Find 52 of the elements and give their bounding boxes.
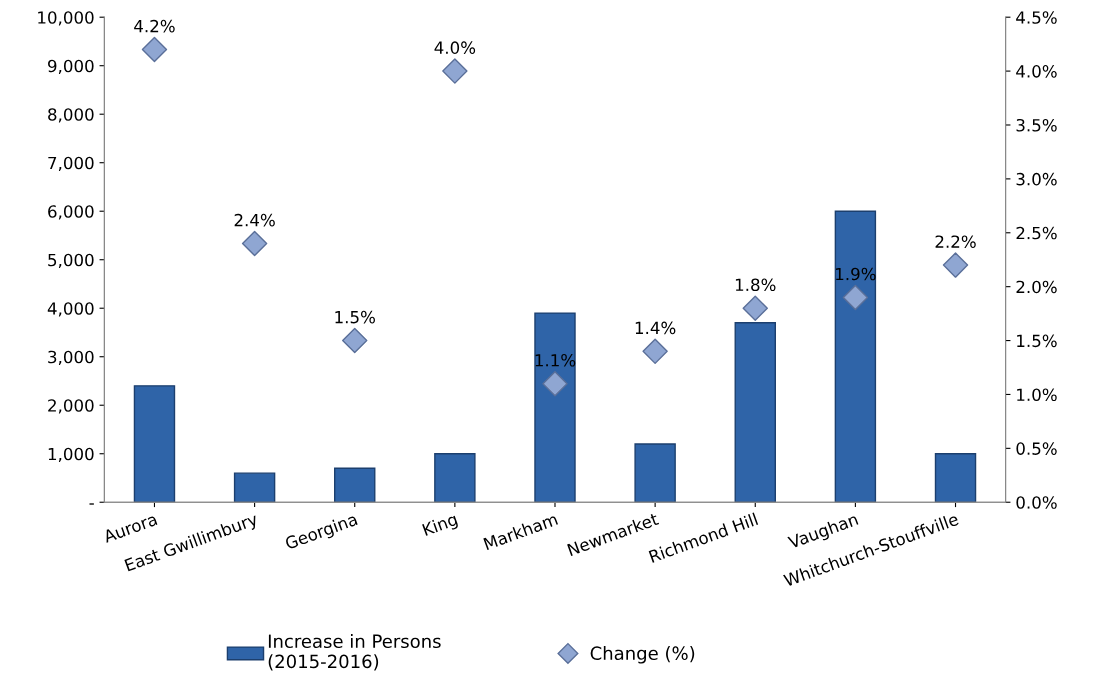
- data-label: 1.5%: [335, 310, 375, 324]
- bar: [334, 467, 376, 503]
- data-label: 2.4%: [234, 213, 275, 227]
- y-tick-label: 9,000: [48, 59, 94, 74]
- bar: [534, 312, 576, 503]
- y2-tick-label: 0.0%: [1016, 496, 1057, 509]
- y2-tick-label: 2.0%: [1016, 280, 1057, 294]
- y2-tick-label: 4.0%: [1016, 65, 1057, 78]
- y-tick-label: 10,000: [38, 11, 94, 26]
- bar: [734, 322, 776, 503]
- y2-tick-label: 1.0%: [1017, 388, 1057, 402]
- y-tick-label: 6,000: [48, 205, 94, 220]
- y-tick-label: -: [89, 503, 94, 505]
- y2-tick-label: 1.5%: [1017, 334, 1057, 348]
- y2-tick-label: 3.5%: [1016, 118, 1057, 132]
- data-label: 4.0%: [434, 41, 476, 54]
- point: [742, 295, 768, 321]
- point: [442, 58, 468, 84]
- data-label: 1.1%: [535, 353, 576, 367]
- point: [141, 36, 168, 63]
- y2-tick-label: 4.5%: [1016, 11, 1057, 24]
- y-tick-label: 1,000: [48, 447, 94, 463]
- y-tick-label: 4,000: [47, 302, 94, 317]
- point: [342, 327, 368, 354]
- data-label: 4.2%: [134, 19, 175, 33]
- y-tick-label: 2,000: [48, 399, 94, 414]
- data-label: 1.4%: [635, 321, 676, 335]
- point: [241, 230, 268, 257]
- y-tick-label: 7,000: [48, 156, 94, 171]
- y-tick-label: 3,000: [48, 350, 94, 365]
- y2-tick-label: 3.0%: [1016, 172, 1057, 186]
- y-tick-label: 5,000: [48, 253, 94, 268]
- point: [642, 338, 668, 365]
- x-tick-label: Aurora: [102, 512, 158, 544]
- bar: [133, 385, 176, 503]
- bar: [434, 453, 476, 503]
- x-tick-label: King: [421, 512, 459, 540]
- y2-tick-label: 0.5%: [1016, 442, 1057, 455]
- legend-label: Increase in Persons (2015-2016): [268, 634, 441, 671]
- bar: [233, 472, 276, 503]
- y2-tick-label: 2.5%: [1016, 226, 1057, 240]
- legend-label: Change (%): [590, 646, 695, 664]
- bar: [834, 210, 877, 503]
- bar: [634, 443, 676, 503]
- data-label: 1.8%: [735, 278, 776, 292]
- y-tick-label: 8,000: [48, 108, 94, 123]
- data-label: 2.2%: [935, 235, 976, 248]
- point: [842, 284, 869, 311]
- point: [942, 252, 969, 278]
- bar: [934, 453, 977, 503]
- point: [542, 370, 568, 397]
- data-label: 1.9%: [836, 267, 876, 281]
